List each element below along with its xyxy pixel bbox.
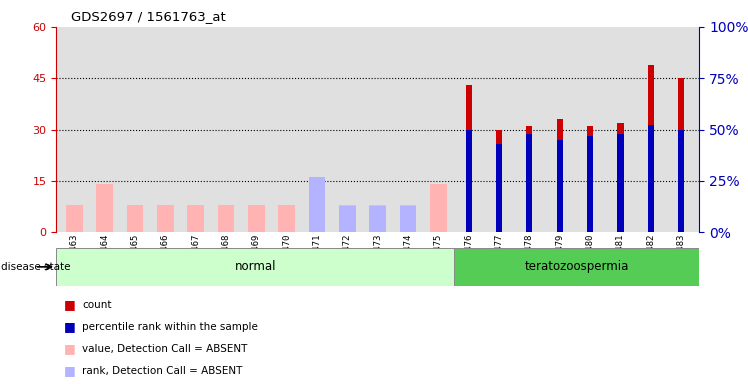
- Bar: [527, 126, 533, 232]
- Bar: [557, 140, 562, 232]
- Bar: [96, 184, 113, 232]
- Bar: [370, 205, 386, 232]
- Text: count: count: [82, 300, 111, 310]
- Bar: [466, 130, 472, 232]
- Bar: [187, 205, 204, 232]
- Bar: [648, 65, 654, 232]
- Text: percentile rank within the sample: percentile rank within the sample: [82, 322, 258, 332]
- Text: normal: normal: [234, 260, 276, 273]
- Bar: [617, 134, 624, 232]
- Text: ■: ■: [64, 364, 76, 377]
- Bar: [309, 181, 325, 232]
- Bar: [617, 123, 624, 232]
- Bar: [648, 126, 654, 232]
- Text: GDS2697 / 1561763_at: GDS2697 / 1561763_at: [71, 10, 226, 23]
- Bar: [399, 205, 417, 232]
- Text: rank, Detection Call = ABSENT: rank, Detection Call = ABSENT: [82, 366, 242, 376]
- Bar: [399, 205, 417, 232]
- Bar: [678, 78, 684, 232]
- Bar: [248, 205, 265, 232]
- Bar: [454, 248, 699, 286]
- Text: ■: ■: [64, 298, 76, 311]
- Bar: [218, 205, 234, 232]
- Bar: [126, 205, 144, 232]
- Bar: [587, 126, 593, 232]
- Bar: [678, 130, 684, 232]
- Bar: [496, 144, 502, 232]
- Bar: [496, 130, 502, 232]
- Bar: [157, 205, 174, 232]
- Text: teratozoospermia: teratozoospermia: [524, 260, 629, 273]
- Bar: [339, 205, 356, 232]
- Bar: [370, 205, 386, 232]
- Bar: [309, 177, 325, 232]
- Bar: [587, 136, 593, 232]
- Bar: [527, 134, 533, 232]
- Bar: [339, 205, 356, 232]
- Text: ■: ■: [64, 343, 76, 356]
- Bar: [466, 85, 472, 232]
- Text: ■: ■: [64, 320, 76, 333]
- Bar: [278, 205, 295, 232]
- Bar: [56, 248, 454, 286]
- Bar: [430, 184, 447, 232]
- Bar: [557, 119, 562, 232]
- Text: value, Detection Call = ABSENT: value, Detection Call = ABSENT: [82, 344, 248, 354]
- Text: disease state: disease state: [1, 262, 70, 272]
- Bar: [66, 205, 82, 232]
